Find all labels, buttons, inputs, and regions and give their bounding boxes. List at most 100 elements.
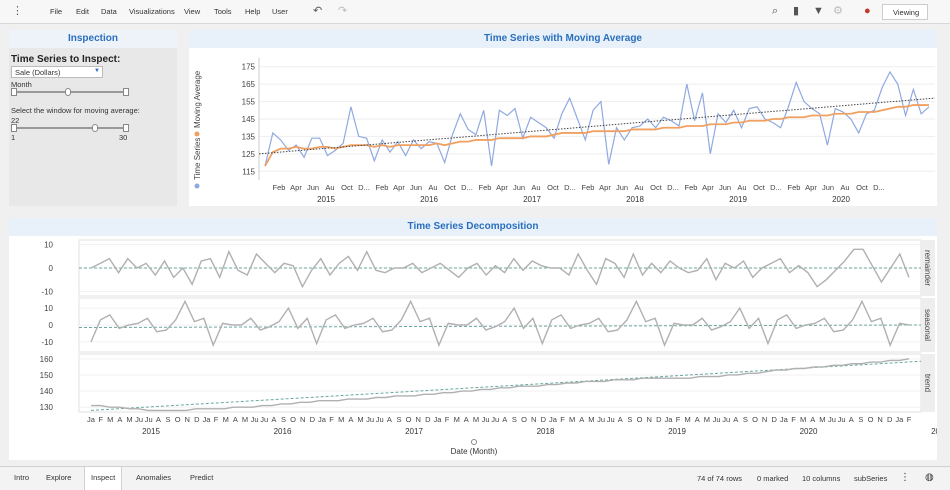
granularity-slider[interactable] xyxy=(11,88,129,96)
x-month-tick: M xyxy=(473,415,479,424)
x-month-tick: Oct xyxy=(650,183,663,192)
menu-view[interactable]: View xyxy=(184,7,201,16)
x-month-tick: D xyxy=(772,415,778,424)
x-year-tick: 2017 xyxy=(523,195,541,204)
facet-strip xyxy=(921,354,935,412)
x-month-tick: Feb xyxy=(788,183,801,192)
x-month-tick: Apr xyxy=(393,183,405,192)
x-month-tick: A xyxy=(618,415,623,424)
menu-visualizations[interactable]: Visualizations xyxy=(129,7,175,16)
moving-average-title: Time Series with Moving Average xyxy=(189,30,937,48)
x-month-tick: D xyxy=(656,415,662,424)
menu-help[interactable]: Help xyxy=(245,7,261,16)
x-month-tick: Ja xyxy=(895,415,904,424)
x-month-tick: O xyxy=(637,415,643,424)
gear-icon[interactable]: ⚙ xyxy=(833,5,843,17)
x-month-tick: Ju xyxy=(491,415,499,424)
x-month-tick: Oct xyxy=(547,183,560,192)
trend-line xyxy=(91,358,910,412)
mode-select[interactable]: Viewing xyxy=(882,4,928,20)
x-month-tick: Oct xyxy=(341,183,354,192)
x-month-tick: M xyxy=(569,415,575,424)
window-slider[interactable] xyxy=(11,124,129,132)
column-count: 10 columns xyxy=(802,474,841,483)
tab-intro[interactable]: Intro xyxy=(14,473,30,482)
x-month-tick: Jun xyxy=(410,183,422,192)
x-year-tick: 2016 xyxy=(420,195,438,204)
x-month-tick: Ju xyxy=(838,415,846,424)
redo-icon[interactable]: ↷ xyxy=(338,5,348,17)
x-year-tick: 2017 xyxy=(405,427,423,436)
globe-icon[interactable]: ◍ xyxy=(925,472,934,483)
x-month-tick: N xyxy=(300,415,305,424)
x-month-tick: Jun xyxy=(719,183,731,192)
x-month-tick: Au xyxy=(634,183,643,192)
x-month-tick: Feb xyxy=(685,183,698,192)
remainder-line xyxy=(90,248,910,289)
y-tick-label: 150 xyxy=(40,371,54,380)
x-month-tick: F xyxy=(676,415,681,424)
x-month-tick: N xyxy=(185,415,190,424)
x-month-tick: A xyxy=(733,415,738,424)
moving-average-line xyxy=(264,104,929,167)
tab-explore[interactable]: Explore xyxy=(46,473,72,482)
window-slider-thumb[interactable] xyxy=(91,124,98,132)
x-month-tick: F xyxy=(98,415,103,424)
tab-anomalies[interactable]: Anomalies xyxy=(136,473,172,482)
x-month-tick: Apr xyxy=(290,183,302,192)
x-month-tick: D xyxy=(425,415,431,424)
x-month-tick: Ja xyxy=(549,415,558,424)
notification-icon[interactable]: ● xyxy=(864,5,871,17)
x-month-tick: A xyxy=(810,415,815,424)
x-month-tick: Ju xyxy=(135,415,143,424)
menu-tools[interactable]: Tools xyxy=(214,7,232,16)
series-select-value: Sale (Dollars) xyxy=(15,68,61,77)
menu-data[interactable]: Data xyxy=(101,7,117,16)
x-month-tick: A xyxy=(233,415,238,424)
legend-moving-average-label: Moving Average xyxy=(193,70,202,128)
menu-user[interactable]: User xyxy=(272,7,288,16)
x-month-tick: Jun xyxy=(307,183,319,192)
x-month-tick: M xyxy=(126,415,132,424)
x-year-tick: 2021 xyxy=(931,427,937,436)
table-name[interactable]: subSeries xyxy=(854,474,888,483)
x-month-tick: D xyxy=(887,415,893,424)
series-select[interactable]: Sale (Dollars) ▼ xyxy=(11,66,103,78)
x-month-tick: Au xyxy=(325,183,334,192)
tab-inspect[interactable]: Inspect xyxy=(84,467,123,490)
x-month-tick: F xyxy=(791,415,796,424)
x-month-tick: M xyxy=(704,415,710,424)
tab-predict[interactable]: Predict xyxy=(190,473,214,482)
row-count: 74 of 74 rows xyxy=(697,474,743,483)
x-month-tick: A xyxy=(579,415,584,424)
decomposition-chart[interactable]: 10 0 -10 remainder 10 0 -10 seasonal 160 150 140 13… xyxy=(9,236,937,460)
moving-average-chart[interactable]: 175 165 155 145 135 125 115 Time Series Moving A… xyxy=(189,48,937,206)
x-month-tick: D... xyxy=(667,183,679,192)
undo-icon[interactable]: ↶ xyxy=(313,5,323,17)
x-month-tick: D... xyxy=(358,183,370,192)
more-options-icon[interactable]: ⋮ xyxy=(900,472,910,483)
x-month-tick: D... xyxy=(564,183,576,192)
x-month-tick: S xyxy=(396,415,401,424)
vertical-dots-icon[interactable]: ⋮ xyxy=(12,5,23,17)
x-month-tick: Ju xyxy=(260,415,268,424)
search-icon[interactable]: ⌕ xyxy=(772,5,779,17)
menu-file[interactable]: File xyxy=(50,7,63,16)
x-month-tick: D xyxy=(541,415,547,424)
filter-icon[interactable]: ▼ xyxy=(813,5,824,17)
x-month-tick: O xyxy=(752,415,758,424)
x-year-tick: 2015 xyxy=(317,195,335,204)
x-month-tick: Feb xyxy=(273,183,286,192)
menu-edit[interactable]: Edit xyxy=(76,7,89,16)
y-tick-label: 145 xyxy=(242,115,256,124)
x-month-tick: Au xyxy=(428,183,437,192)
x-month-tick: N xyxy=(877,415,882,424)
x-month-tick: Ja xyxy=(203,415,212,424)
y-tick-label: 10 xyxy=(44,241,53,250)
x-month-tick: Ju xyxy=(607,415,615,424)
x-month-tick: Jun xyxy=(822,183,834,192)
x-month-tick: M xyxy=(107,415,113,424)
bookmark-icon[interactable]: ▮ xyxy=(793,5,800,17)
y-tick-label: 175 xyxy=(242,63,256,72)
x-month-tick: A xyxy=(117,415,122,424)
